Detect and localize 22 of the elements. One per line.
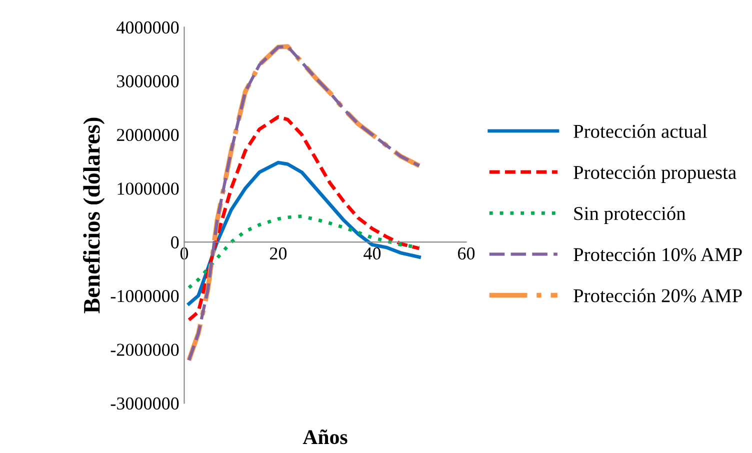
y-tick-label: -1000000 <box>110 290 179 302</box>
y-tick-label: 1000000 <box>118 182 179 195</box>
y-tick-label: 4000000 <box>116 21 179 34</box>
x-tick-label: 0 <box>180 247 188 260</box>
y-tick-label: -2000000 <box>110 344 179 356</box>
line-series <box>187 214 421 290</box>
legend-label: Protección actual <box>574 124 708 138</box>
line-series <box>187 115 421 322</box>
y-tick-label: -3000000 <box>110 397 179 410</box>
x-axis-title: Años <box>302 429 348 444</box>
y-axis-title: Beneficios (dólares) <box>82 118 105 314</box>
legend-label: Protección 20% AMP <box>574 288 742 302</box>
line-series <box>187 160 421 306</box>
legend-label: Sin protección <box>574 206 686 224</box>
y-tick-label: 2000000 <box>116 128 179 142</box>
x-tick-label: 60 <box>458 247 475 260</box>
y-tick-label: 0 <box>171 236 179 248</box>
legend-label: Protección propuesta <box>574 165 736 183</box>
x-tick-label: 20 <box>270 247 287 260</box>
y-tick-label: 3000000 <box>117 75 179 88</box>
x-tick-label: 40 <box>364 247 381 260</box>
legend-label: Protección 10% AMP <box>574 247 742 262</box>
